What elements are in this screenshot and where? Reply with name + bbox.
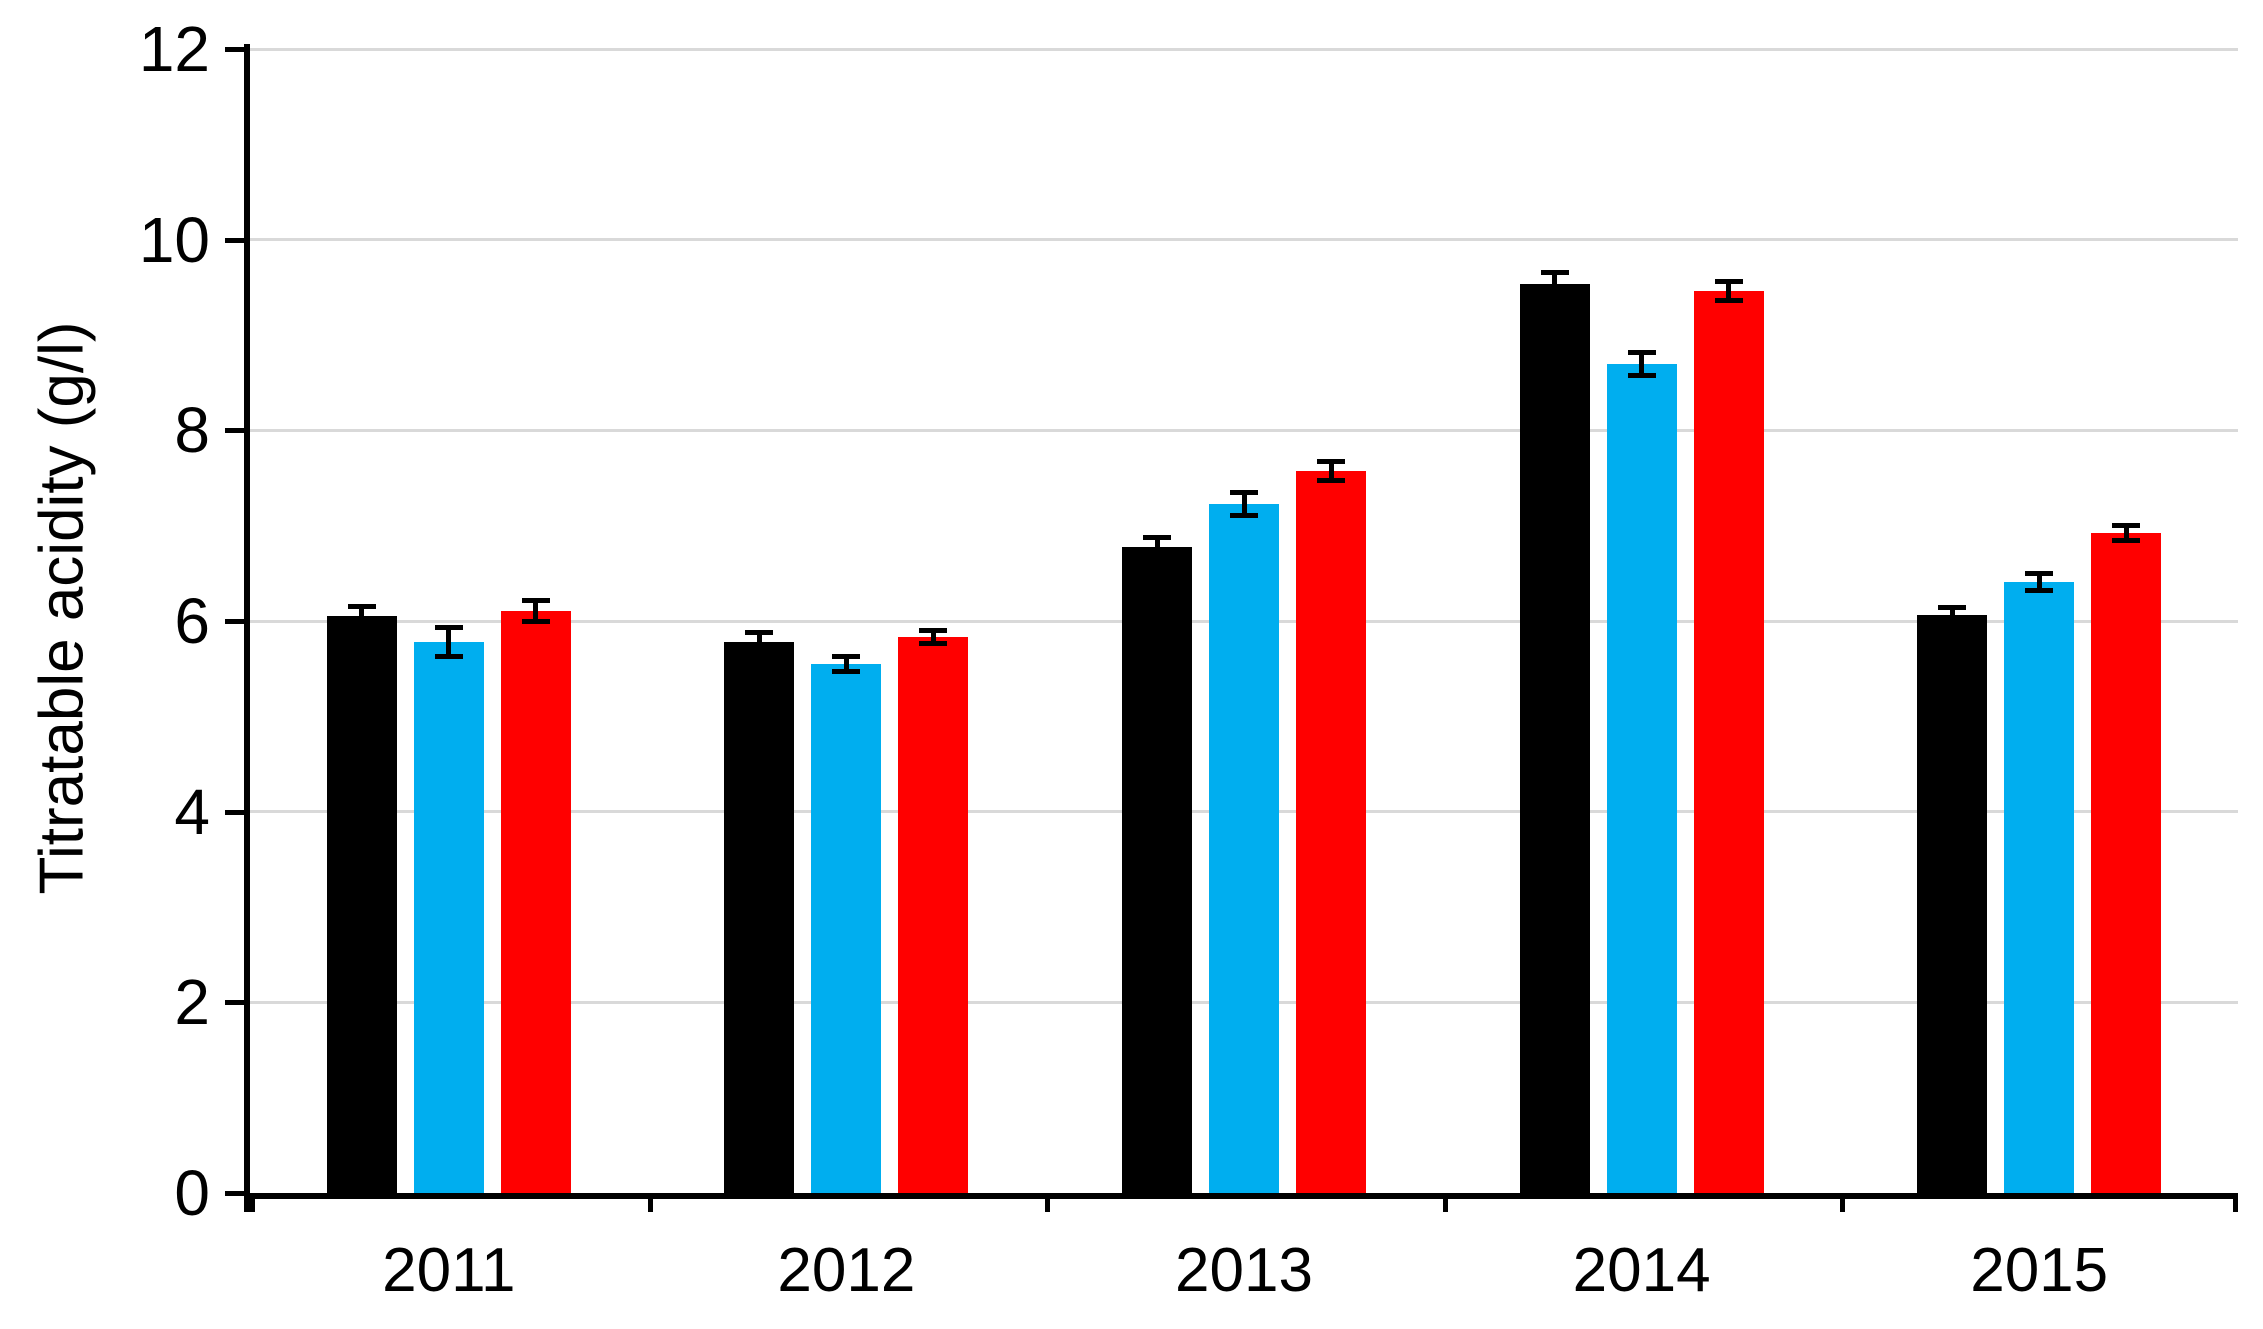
- error-bar: [446, 627, 452, 657]
- error-bar-cap-top: [1714, 279, 1743, 285]
- error-bar-cap-bottom: [745, 649, 774, 654]
- error-bar-cap-bottom: [1143, 553, 1171, 559]
- x-axis-line: [244, 1193, 2238, 1199]
- bar-red-2015: [2091, 533, 2162, 1193]
- bar-blue-2011: [413, 641, 484, 1193]
- gridline: [250, 47, 2238, 51]
- y-tick-mark: [225, 1000, 244, 1006]
- error-bar-cap-bottom: [832, 669, 861, 675]
- error-bar: [1639, 352, 1645, 376]
- error-bar-cap-top: [832, 653, 861, 659]
- x-tick-mark: [250, 1193, 255, 1212]
- error-bar-cap-top: [1143, 534, 1171, 540]
- bar-blue-2015: [2004, 581, 2075, 1193]
- y-tick-label: 8: [174, 394, 210, 467]
- x-tick-label: 2013: [1175, 1236, 1313, 1305]
- error-bar: [2036, 573, 2042, 591]
- y-tick-mark: [225, 428, 244, 434]
- x-tick-mark: [1442, 1193, 1448, 1212]
- bar-black-2011: [326, 616, 397, 1193]
- error-bar: [2123, 525, 2129, 541]
- error-bar: [930, 630, 936, 644]
- error-bar-cap-top: [347, 604, 376, 610]
- error-bar-cap-top: [745, 629, 774, 635]
- y-tick-mark: [225, 619, 244, 624]
- x-tick-label: 2011: [382, 1236, 516, 1305]
- bar-blue-2013: [1209, 503, 1279, 1193]
- error-bar-cap-bottom: [1627, 372, 1656, 378]
- error-bar: [1949, 607, 1955, 623]
- x-tick-label: 2015: [1970, 1236, 2109, 1305]
- error-bar-cap-top: [1627, 349, 1656, 355]
- error-bar: [756, 632, 762, 652]
- y-tick-label: 0: [174, 1157, 210, 1229]
- error-bar: [1552, 272, 1558, 297]
- bar-red-2014: [1693, 291, 1764, 1193]
- error-bar-cap-bottom: [1938, 620, 1967, 626]
- bar-blue-2012: [811, 663, 882, 1193]
- y-tick-mark: [225, 1191, 244, 1196]
- error-bar-cap-bottom: [347, 623, 376, 629]
- error-bar-cap-top: [1938, 605, 1967, 611]
- y-tick-label: 12: [138, 13, 210, 85]
- bar-black-2014: [1519, 284, 1590, 1193]
- error-bar-cap-top: [434, 625, 463, 631]
- error-bar-cap-bottom: [1714, 298, 1743, 304]
- bar-black-2013: [1122, 546, 1192, 1193]
- error-bar-cap-top: [2025, 570, 2054, 576]
- y-tick-label: 4: [174, 775, 210, 848]
- bar-black-2015: [1917, 615, 1988, 1193]
- bar-red-2011: [500, 611, 571, 1193]
- y-tick-label: 10: [138, 203, 210, 276]
- error-bar-cap-bottom: [521, 619, 550, 625]
- error-bar-cap-top: [1317, 459, 1345, 465]
- y-tick-mark: [225, 809, 244, 815]
- error-bar: [1726, 281, 1732, 301]
- error-bar: [1154, 537, 1160, 557]
- y-tick-label: 6: [174, 585, 210, 657]
- gridline: [250, 238, 2238, 242]
- error-bar-cap-bottom: [434, 653, 463, 659]
- y-axis-line: [244, 44, 250, 1212]
- y-tick-mark: [225, 47, 244, 52]
- error-bar: [843, 656, 849, 672]
- error-bar-cap-top: [2112, 523, 2141, 529]
- y-tick-label: 2: [174, 966, 210, 1039]
- x-tick-mark: [2233, 1193, 2238, 1212]
- error-bar-cap-bottom: [1230, 512, 1258, 518]
- x-tick-mark: [1045, 1193, 1051, 1212]
- error-bar-cap-bottom: [2025, 587, 2054, 593]
- error-bar-cap-bottom: [1317, 478, 1345, 484]
- error-bar: [359, 606, 365, 626]
- error-bar-cap-bottom: [2112, 538, 2141, 544]
- error-bar-cap-bottom: [919, 641, 948, 647]
- x-tick-label: 2012: [777, 1236, 916, 1305]
- bar-red-2013: [1296, 471, 1366, 1193]
- y-tick-mark: [225, 237, 244, 243]
- error-bar-cap-top: [1230, 489, 1258, 495]
- bar-black-2012: [724, 641, 795, 1193]
- error-bar-cap-top: [919, 628, 948, 634]
- x-tick-label: 2014: [1572, 1236, 1711, 1305]
- error-bar-cap-bottom: [1540, 294, 1569, 300]
- x-tick-mark: [647, 1193, 653, 1212]
- error-bar: [1241, 492, 1247, 516]
- error-bar: [1328, 461, 1334, 481]
- error-bar-cap-top: [1540, 269, 1569, 275]
- gridline: [250, 428, 2238, 432]
- bar-red-2012: [898, 637, 969, 1193]
- error-bar: [533, 600, 539, 622]
- bar-blue-2014: [1606, 363, 1677, 1193]
- error-bar-cap-top: [521, 598, 550, 604]
- x-tick-mark: [1840, 1193, 1846, 1212]
